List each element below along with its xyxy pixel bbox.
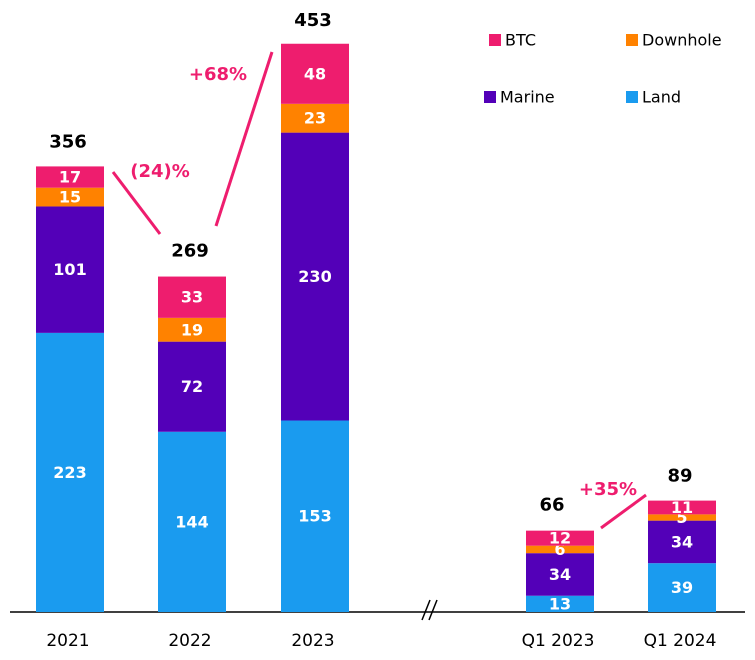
- value-label: 39: [671, 578, 693, 597]
- value-label: 5: [676, 508, 687, 527]
- bar-segment: [158, 341, 226, 432]
- bar-segment: [648, 563, 716, 612]
- connector: [600, 493, 647, 530]
- bar-segment: [158, 431, 226, 612]
- total-label: 89: [667, 466, 692, 487]
- bar-segment: [526, 553, 594, 596]
- value-label: 17: [59, 168, 81, 187]
- legend-label: BTC: [505, 31, 536, 50]
- bar-segment: [526, 595, 594, 612]
- bar-segment: [281, 420, 349, 612]
- bar-segment: [158, 276, 226, 318]
- value-label: 19: [181, 320, 203, 339]
- value-label: 72: [181, 377, 203, 396]
- bar-segment: [648, 520, 716, 564]
- value-label: 144: [175, 512, 208, 531]
- axis-break: [428, 599, 438, 621]
- x-tick-label: 2021: [46, 631, 89, 651]
- value-label: 230: [298, 267, 331, 286]
- value-label: 13: [549, 594, 571, 613]
- bar-segment: [526, 530, 594, 546]
- annotation: +35%: [579, 479, 637, 500]
- bar-segment: [158, 317, 226, 342]
- value-label: 15: [59, 188, 81, 207]
- bar-segment: [281, 132, 349, 421]
- x-tick-label: 2022: [168, 631, 211, 651]
- annotation: +68%: [189, 64, 247, 85]
- bar-segment: [36, 166, 104, 188]
- total-label: 269: [171, 240, 209, 261]
- bar-segment: [648, 514, 716, 521]
- bar-segment: [36, 206, 104, 333]
- connector: [111, 171, 162, 235]
- legend-swatch: [626, 34, 638, 46]
- bar-segment: [281, 43, 349, 104]
- value-label: 34: [549, 565, 571, 584]
- total-label: 356: [49, 131, 87, 152]
- legend-label: Land: [642, 88, 681, 107]
- bar-segment: [36, 187, 104, 207]
- value-label: 153: [298, 507, 331, 526]
- value-label: 48: [304, 64, 326, 83]
- legend-label: Marine: [500, 88, 555, 107]
- axis-break: [421, 599, 431, 621]
- connector: [214, 51, 274, 227]
- value-label: 23: [304, 109, 326, 128]
- x-tick-label: 2023: [291, 631, 334, 651]
- value-label: 33: [181, 288, 203, 307]
- value-label: 34: [671, 532, 693, 551]
- x-tick-label: Q1 2024: [644, 631, 717, 651]
- legend-label: Downhole: [642, 31, 722, 50]
- legend-swatch: [484, 91, 496, 103]
- value-label: 6: [554, 540, 565, 559]
- bar-segment: [526, 545, 594, 554]
- legend-swatch: [489, 34, 501, 46]
- total-label: 66: [539, 494, 564, 515]
- bar-segment: [281, 103, 349, 133]
- value-label: 11: [671, 498, 693, 517]
- value-label: 101: [53, 260, 86, 279]
- legend-swatch: [626, 91, 638, 103]
- annotation: (24)%: [130, 161, 190, 182]
- x-tick-label: Q1 2023: [522, 631, 595, 651]
- value-label: 223: [53, 463, 86, 482]
- bar-segment: [648, 500, 716, 515]
- bar-segment: [36, 332, 104, 612]
- value-label: 12: [549, 529, 571, 548]
- total-label: 453: [294, 10, 332, 31]
